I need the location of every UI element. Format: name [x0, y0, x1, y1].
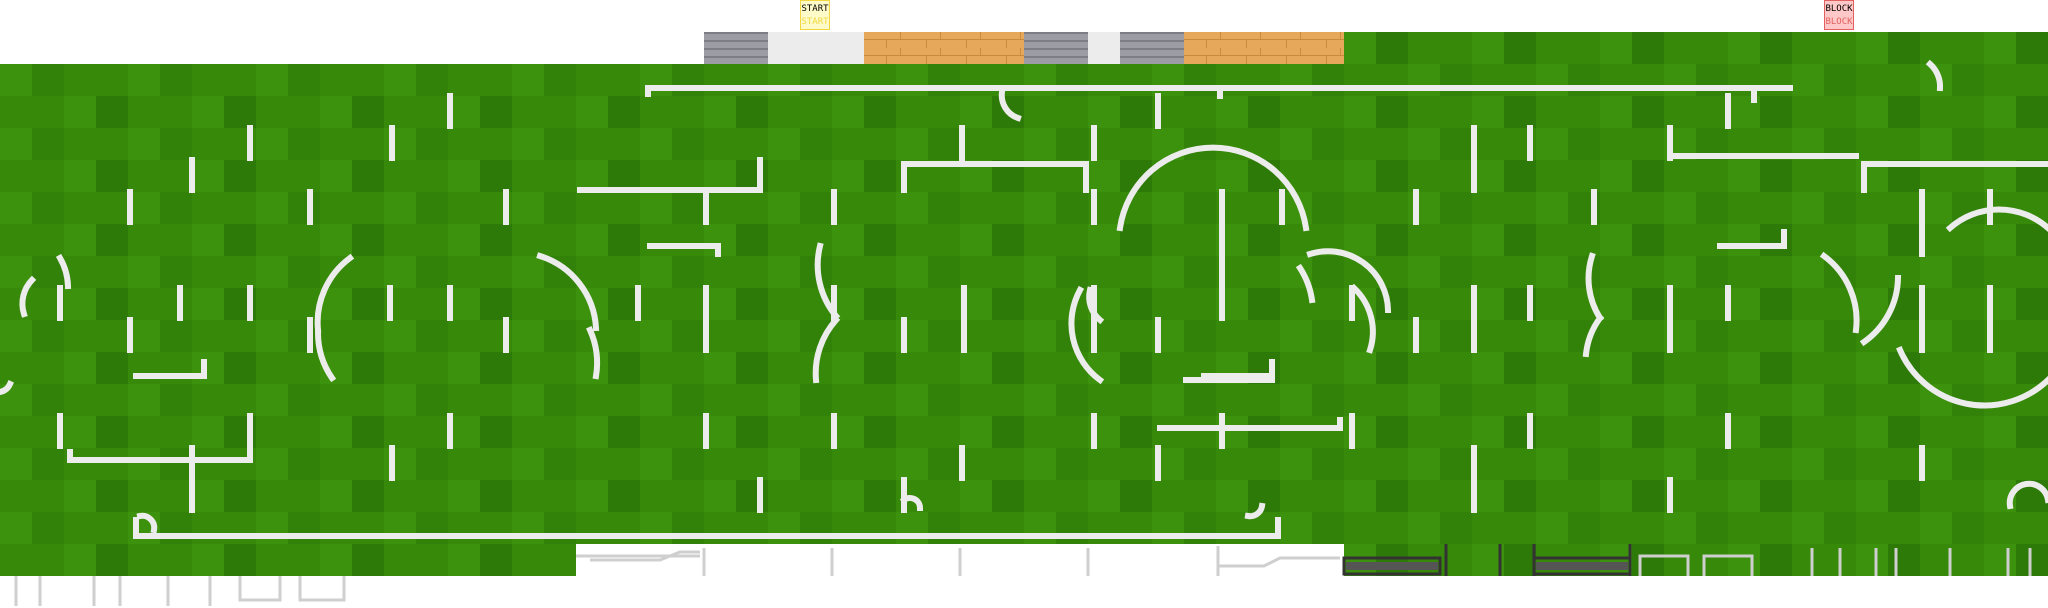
block-marker-sublabel: BLOCK — [1825, 17, 1853, 27]
block-marker[interactable]: BLOCK BLOCK — [1824, 0, 1854, 30]
top-tile-strip — [704, 32, 1344, 64]
start-marker[interactable]: START START — [800, 0, 830, 30]
block-marker-label: BLOCK — [1825, 4, 1853, 14]
outline-structures — [14, 546, 2032, 606]
pitch-markings — [0, 59, 2048, 539]
fence-pieces — [1342, 544, 1632, 576]
start-marker-sublabel: START — [801, 17, 829, 27]
grass-field — [0, 32, 2048, 576]
start-marker-label: START — [801, 4, 829, 14]
